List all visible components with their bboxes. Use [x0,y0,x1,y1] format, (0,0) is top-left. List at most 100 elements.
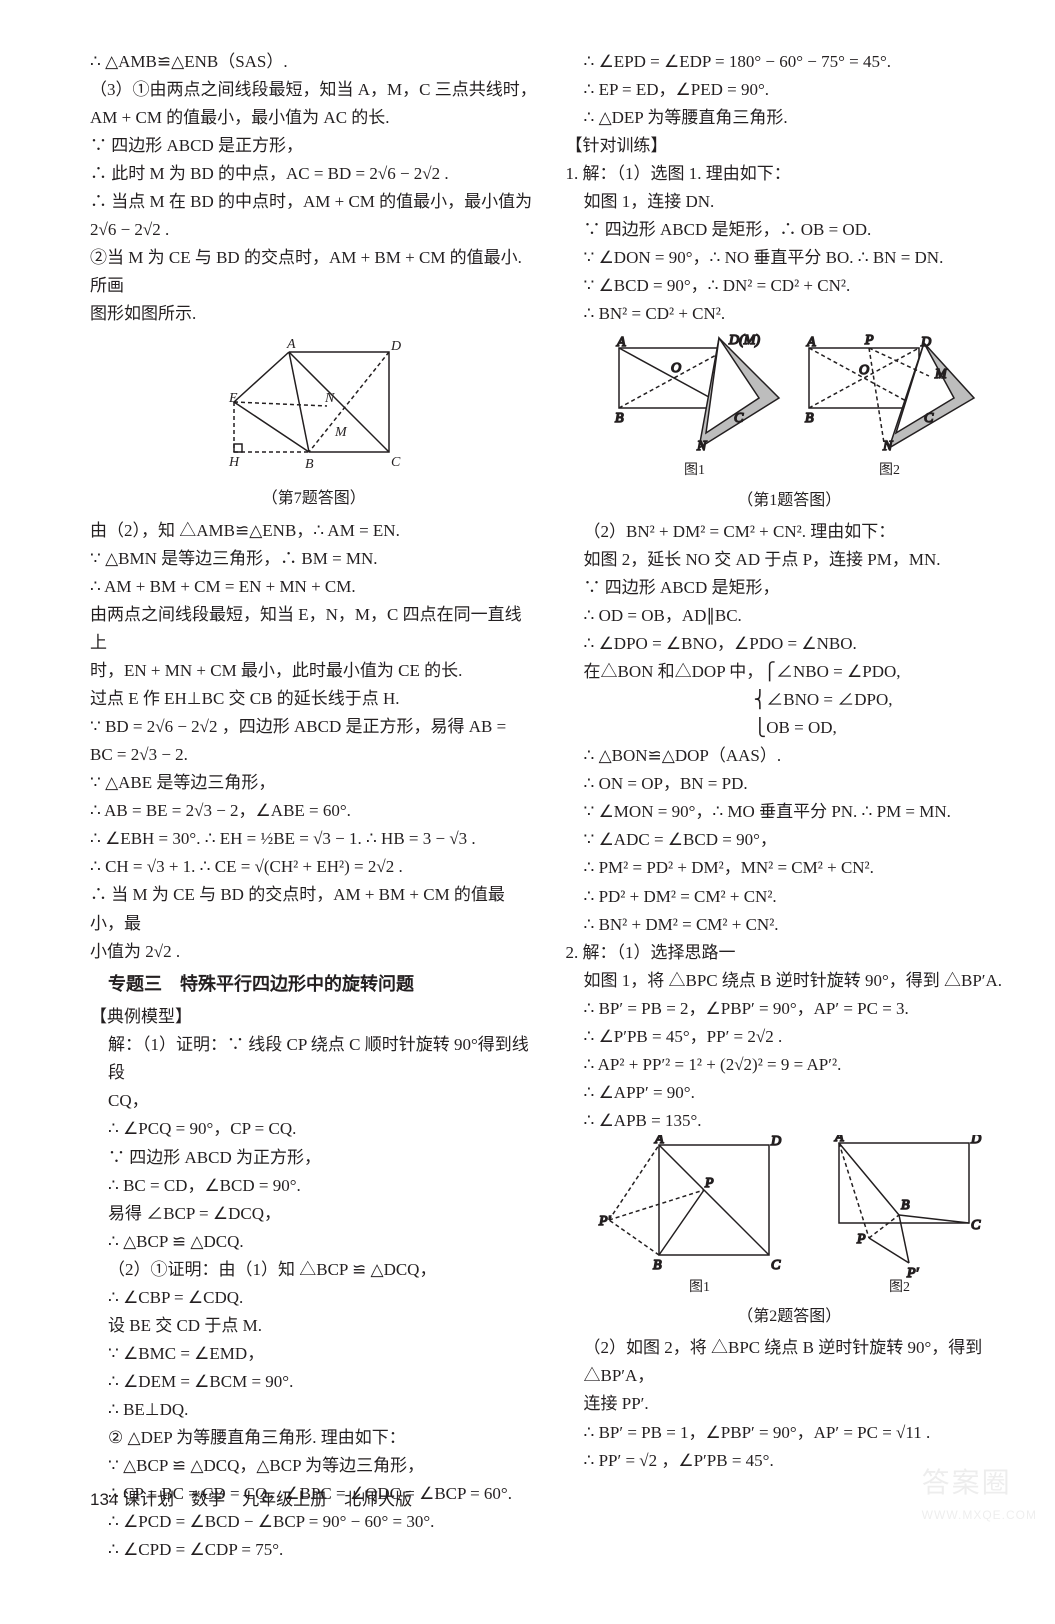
text: ∴ BN² = CD² + CN². [566,300,1014,328]
text: ∴ PD² + DM² = CM² + CN². [566,883,1014,911]
text: ∴ ∠CBP = ∠CDQ. [90,1284,538,1312]
text: 时，EN + MN + CM 最小，此时最小值为 CE 的长. [90,657,538,685]
svg-text:C: C [971,1218,981,1233]
text: ∴ ∠CPD = ∠CDP = 75°. [90,1536,538,1564]
text: 2√6 − 2√2 . [90,216,538,244]
text: 2. 解：（1）选择思路一 [566,939,1014,967]
text: ∵ ∠DON = 90°，∴ NO 垂直平分 BO. ∴ BN = DN. [566,244,1014,272]
svg-text:D: D [970,1135,981,1147]
diagram-q2: A D P P′ B C A [566,1135,1014,1330]
section-title: 专题三 特殊平行四边形中的旋转问题 [90,970,538,1000]
text: ∴ ON = OP，BN = PD. [566,770,1014,798]
text: ② △DEP 为等腰直角三角形. 理由如下： [90,1424,538,1452]
text: ∵ 四边形 ABCD 为正方形， [90,1144,538,1172]
text: ∴ △BCP ≌ △DCQ. [90,1228,538,1256]
text: ∵ ∠MON = 90°，∴ MO 垂直平分 PN. ∴ PM = MN. [566,798,1014,826]
text: ⎨∠BNO = ∠DPO, [566,686,1014,714]
svg-text:C: C [391,455,401,470]
svg-text:B: B [615,411,624,426]
text: ∵ 四边形 ABCD 是矩形， [566,574,1014,602]
text: 解：（1）证明：∵ 线段 CP 绕点 C 顺时针旋转 90°得到线段 [90,1031,538,1087]
text: ∴ ∠DPO = ∠BNO，∠PDO = ∠NBO. [566,630,1014,658]
text: AM + CM 的值最小，最小值为 AC 的长. [90,104,538,132]
text: ∵ △ABE 是等边三角形， [90,769,538,797]
svg-text:D: D [770,1135,781,1149]
text: ∴ OD = OB，AD∥BC. [566,602,1014,630]
diagram-q7: A D E N M H B C [199,334,429,484]
text: 如图 2，延长 NO 交 AD 于点 P，连接 PM，MN. [566,546,1014,574]
text: ②当 M 为 CE 与 BD 的交点时，AM + BM + CM 的值最小. 所… [90,244,538,300]
text: 过点 E 作 EH⊥BC 交 CB 的延长线于点 H. [90,685,538,713]
svg-text:N: N [882,439,893,454]
text: ∴ ∠P′PB = 45°，PP′ = 2√2 . [566,1023,1014,1051]
text: 易得 ∠BCP = ∠DCQ， [90,1200,538,1228]
text: ∴ AP² + PP′² = 1² + (2√2)² = 9 = AP′². [566,1051,1014,1079]
watermark-url: WWW.MXQE.COM [922,1506,1037,1526]
svg-text:B: B [305,457,314,472]
text: ∴ 当点 M 在 BD 的中点时，AM + CM 的值最小，最小值为 [90,188,538,216]
text: 如图 1，将 △BPC 绕点 B 逆时针旋转 90°，得到 △BP′A. [566,967,1014,995]
text: 连接 PP′. [566,1390,1014,1418]
text: ∵ △BMN 是等边三角形，∴ BM = MN. [90,545,538,573]
text: ∴ 当 M 为 CE 与 BD 的交点时，AM + BM + CM 的值最小，最 [90,881,538,937]
text: ∴ AB = BE = 2√3 − 2，∠ABE = 60°. [90,797,538,825]
text: ∵ 四边形 ABCD 是正方形， [90,132,538,160]
svg-text:A: A [616,335,626,350]
text: 设 BE 交 CD 于点 M. [90,1312,538,1340]
text: ∴ CH = √3 + 1. ∴ CE = √(CH² + EH²) = 2√2… [90,853,538,881]
text: ∴ BE⊥DQ. [90,1396,538,1424]
svg-text:B: B [653,1258,662,1273]
text: ∵ ∠BMC = ∠EMD， [90,1340,538,1368]
text: ∴ △DEP 为等腰直角三角形. [566,104,1014,132]
svg-text:P: P [856,1232,866,1247]
text: 1. 解：（1）选图 1. 理由如下： [566,160,1014,188]
watermark: 答案圈 WWW.MXQE.COM [922,1460,1037,1526]
text: ∴ ∠APP′ = 90°. [566,1079,1014,1107]
svg-text:P: P [704,1176,714,1191]
svg-text:P′: P′ [598,1214,612,1229]
svg-text:B: B [805,411,814,426]
diagram-q1: A D(M) O B C N A P [566,328,1014,513]
text: ∴ AM + BM + CM = EN + MN + CM. [90,573,538,601]
text: ∴ ∠EBH = 30°. ∴ EH = ½BE = √3 − 1. ∴ HB … [90,825,538,853]
svg-text:D: D [920,335,931,350]
text: 图形如图所示. [90,300,538,328]
text: ∴ BP′ = PB = 2，∠PBP′ = 90°，AP′ = PC = 3. [566,995,1014,1023]
text: （3）①由两点之间线段最短，知当 A，M，C 三点共线时， [90,76,538,104]
text: ∴ ∠APB = 135°. [566,1107,1014,1135]
svg-text:图1: 图1 [689,1280,710,1295]
svg-text:A: A [834,1135,844,1145]
svg-text:E: E [228,391,238,406]
text: ∴ △BON≌△DOP（AAS）. [566,742,1014,770]
sub-title: 【针对训练】 [566,132,1014,160]
text: ∵ BD = 2√6 − 2√2 ，四边形 ABCD 是正方形，易得 AB = [90,713,538,741]
svg-text:O: O [671,361,681,376]
text: CQ， [90,1087,538,1115]
text: ∴ ∠EPD = ∠EDP = 180° − 60° − 75° = 45°. [566,48,1014,76]
text: （2）如图 2，将 △BPC 绕点 B 逆时针旋转 90°，得到 △BP′A， [566,1334,1014,1390]
svg-text:C: C [734,411,744,426]
text: ∴ ∠DEM = ∠BCM = 90°. [90,1368,538,1396]
svg-text:A: A [286,337,296,352]
diagram-caption: （第7题答图） [90,486,538,512]
diagram-caption: （第2题答图） [566,1304,1014,1330]
text: BC = 2√3 − 2. [90,741,538,769]
svg-text:图2: 图2 [879,463,900,478]
text: （2）①证明：由（1）知 △BCP ≌ △DCQ， [90,1256,538,1284]
svg-text:A: A [806,335,816,350]
text: ∵ ∠BCD = 90°，∴ DN² = CD² + CN². [566,272,1014,300]
svg-text:O: O [859,363,869,378]
text: 如图 1，连接 DN. [566,188,1014,216]
svg-text:C: C [924,411,934,426]
svg-text:图2: 图2 [889,1280,910,1295]
page-footer: 134 课计划 数学 九年级上册 北师大版 [90,1486,412,1514]
text: 由两点之间线段最短，知当 E，N，M，C 四点在同一直线上 [90,601,538,657]
text: ∴ BC = CD，∠BCD = 90°. [90,1172,538,1200]
right-column: ∴ ∠EPD = ∠EDP = 180° − 60° − 75° = 45°. … [566,48,1014,1564]
text: ∵ 四边形 ABCD 是矩形，∴ OB = OD. [566,216,1014,244]
text: ∵ ∠ADC = ∠BCD = 90°， [566,826,1014,854]
svg-text:C: C [771,1258,781,1273]
svg-text:N: N [324,391,335,406]
svg-text:D: D [390,339,401,354]
text: ∴ 此时 M 为 BD 的中点，AC = BD = 2√6 − 2√2 . [90,160,538,188]
